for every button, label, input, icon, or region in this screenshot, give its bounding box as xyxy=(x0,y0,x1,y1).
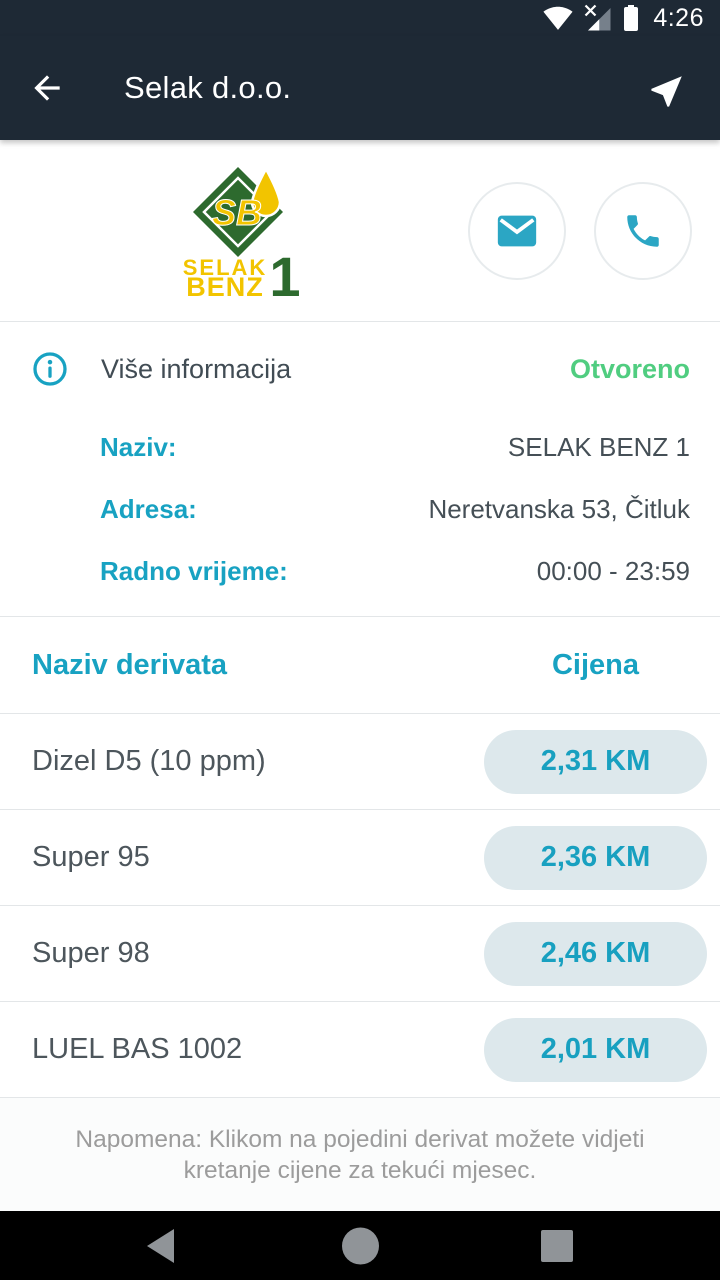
arrow-back-icon xyxy=(34,75,60,101)
more-info-label: Više informacija xyxy=(101,353,292,384)
battery-icon xyxy=(624,5,639,31)
page-title: Selak d.o.o. xyxy=(124,70,292,105)
detail-label: Radno vrijeme: xyxy=(100,555,288,586)
note-section: Napomena: Klikom na pojedini derivat mož… xyxy=(0,1097,720,1211)
phone-icon xyxy=(627,214,659,247)
contact-buttons xyxy=(468,181,692,280)
wifi-icon xyxy=(543,6,573,30)
cellular-no-signal-icon xyxy=(585,4,611,31)
navigation-arrow-icon xyxy=(651,76,682,107)
android-nav-bar xyxy=(0,1211,720,1280)
back-button[interactable] xyxy=(28,69,66,107)
detail-label: Naziv: xyxy=(100,431,177,462)
detail-value: SELAK BENZ 1 xyxy=(507,431,690,462)
station-logo: SB SELAK BENZ 1 xyxy=(183,165,301,297)
price-pill: 2,31 KM xyxy=(484,729,707,794)
fuel-row-dizel-d5[interactable]: Dizel D5 (10 ppm) 2,31 KM xyxy=(0,713,720,809)
price-pill: 2,36 KM xyxy=(484,825,707,890)
detail-row-radno-vrijeme: Radno vrijeme: 00:00 - 23:59 xyxy=(0,540,720,602)
fuel-name: Super 95 xyxy=(32,841,150,873)
logo-line1: SELAK xyxy=(183,255,268,280)
fuel-row-super-95[interactable]: Super 95 2,36 KM xyxy=(0,809,720,905)
detail-row-naziv: Naziv: SELAK BENZ 1 xyxy=(0,416,720,478)
logo-badge: 1 xyxy=(269,245,300,297)
fuel-name: LUEL BAS 1002 xyxy=(32,1033,243,1065)
fuel-row-luel-bas-1002[interactable]: LUEL BAS 1002 2,01 KM xyxy=(0,1001,720,1097)
note-text: Napomena: Klikom na pojedini derivat mož… xyxy=(75,1125,645,1184)
info-section: Više informacija Otvoreno Naziv: SELAK B… xyxy=(0,322,720,617)
detail-row-adresa: Adresa: Neretvanska 53, Čitluk xyxy=(0,478,720,540)
column-header-name: Naziv derivata xyxy=(32,648,228,681)
email-icon xyxy=(497,215,537,246)
logo-line2: BENZ xyxy=(186,272,264,297)
station-header: SB SELAK BENZ 1 xyxy=(0,140,720,322)
fuel-price: 2,01 KM xyxy=(540,1033,651,1065)
fuel-name: Super 98 xyxy=(32,937,150,969)
fuel-row-super-98[interactable]: Super 98 2,46 KM xyxy=(0,905,720,1001)
app-bar: Selak d.o.o. xyxy=(0,36,720,140)
fuel-price: 2,46 KM xyxy=(540,937,651,969)
detail-value: Neretvanska 53, Čitluk xyxy=(428,493,690,524)
status-time: 4:26 xyxy=(653,3,704,32)
detail-label: Adresa: xyxy=(100,493,197,524)
fuel-name: Dizel D5 (10 ppm) xyxy=(32,745,266,777)
info-icon xyxy=(33,352,67,386)
status-badge: Otvoreno xyxy=(569,353,690,384)
detail-value: 00:00 - 23:59 xyxy=(536,555,690,586)
column-header-price: Cijena xyxy=(551,648,640,681)
fuel-price: 2,31 KM xyxy=(540,745,651,777)
nav-recents-icon[interactable] xyxy=(541,1230,573,1262)
price-pill: 2,01 KM xyxy=(484,1017,707,1082)
nav-back-icon[interactable] xyxy=(147,1229,174,1263)
email-button[interactable] xyxy=(468,181,566,280)
phone-button[interactable] xyxy=(594,181,692,280)
navigate-button[interactable] xyxy=(650,68,690,108)
more-info-row[interactable]: Više informacija Otvoreno xyxy=(0,322,720,416)
status-bar: 4:26 xyxy=(0,0,720,36)
logo-monogram: SB xyxy=(212,192,262,233)
price-pill: 2,46 KM xyxy=(484,921,707,986)
nav-home-icon[interactable] xyxy=(342,1227,379,1265)
price-table-header: Naziv derivata Cijena xyxy=(0,617,720,713)
fuel-price: 2,36 KM xyxy=(540,841,651,873)
